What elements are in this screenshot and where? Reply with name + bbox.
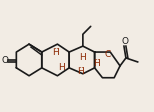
Text: O: O: [122, 37, 128, 46]
Text: C: C: [104, 50, 110, 59]
Text: Ḧ: Ḧ: [52, 48, 59, 57]
Text: O: O: [1, 56, 8, 65]
Text: H: H: [58, 63, 65, 72]
Text: Ḧ: Ḧ: [77, 67, 84, 76]
Text: Ḧ: Ḧ: [93, 59, 100, 68]
Text: H: H: [79, 53, 86, 62]
